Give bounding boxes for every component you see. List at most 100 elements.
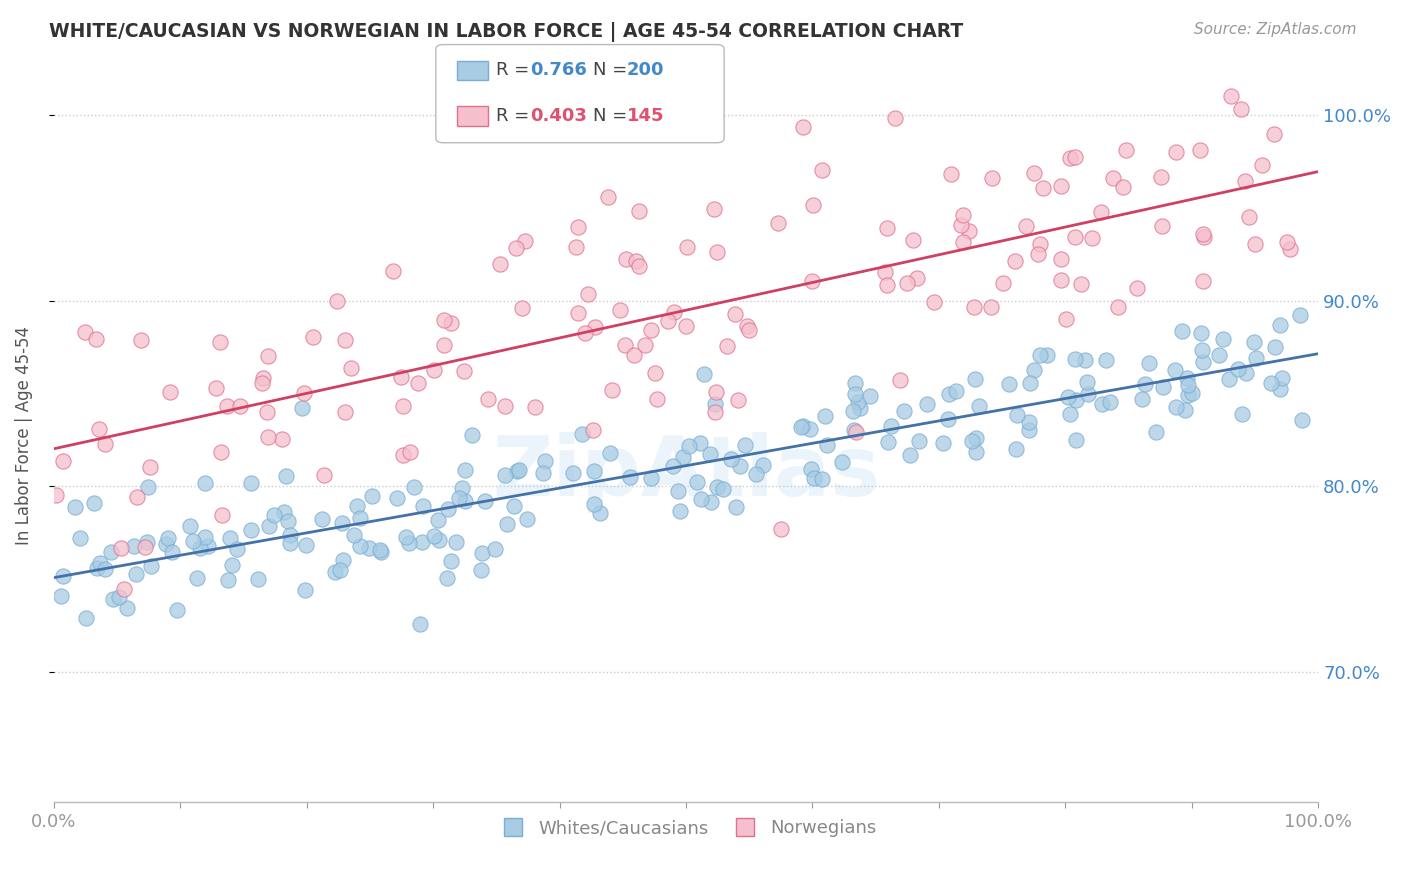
Point [900, 448, 922, 462]
Point [1243, 335, 1265, 350]
Point [246, 572, 269, 586]
Point [453, 364, 475, 378]
Point [506, 463, 529, 477]
Point [1220, 89, 1243, 103]
Point [1032, 180, 1054, 194]
Point [1152, 219, 1174, 234]
Point [845, 425, 868, 439]
Point [194, 530, 217, 544]
Point [799, 421, 821, 435]
Point [713, 482, 735, 496]
Point [240, 476, 263, 491]
Point [311, 512, 333, 526]
Point [734, 438, 756, 452]
Point [263, 508, 285, 523]
Point [368, 543, 391, 558]
Point [938, 387, 960, 401]
Point [1212, 332, 1234, 346]
Point [1064, 393, 1087, 408]
Point [689, 436, 711, 450]
Point [205, 380, 228, 394]
Point [340, 360, 363, 375]
Point [423, 529, 446, 543]
Point [1192, 227, 1215, 241]
Point [312, 468, 335, 483]
Point [240, 523, 263, 537]
Point [582, 423, 605, 437]
Point [433, 313, 456, 327]
Point [1022, 363, 1045, 377]
Point [931, 435, 953, 450]
Point [960, 434, 983, 448]
Point [561, 467, 583, 481]
Point [1275, 235, 1298, 250]
Point [1234, 366, 1257, 380]
Point [524, 400, 547, 414]
Point [409, 616, 432, 631]
Point [412, 499, 434, 513]
Point [1059, 151, 1081, 165]
Point [669, 503, 692, 517]
Point [494, 467, 516, 482]
Point [675, 318, 697, 333]
Point [1115, 143, 1137, 157]
Point [703, 405, 725, 419]
Point [716, 339, 738, 353]
Point [1144, 425, 1167, 439]
Point [873, 265, 896, 279]
Point [614, 252, 637, 266]
Point [125, 566, 148, 581]
Point [502, 499, 524, 513]
Point [1126, 281, 1149, 295]
Point [186, 571, 208, 585]
Point [127, 490, 149, 504]
Point [957, 224, 980, 238]
Point [134, 540, 156, 554]
Point [876, 278, 898, 293]
Point [389, 370, 412, 384]
Point [690, 491, 713, 506]
Point [644, 367, 666, 381]
Point [1260, 376, 1282, 390]
Point [1152, 380, 1174, 394]
Point [766, 216, 789, 230]
Legend: Whites/Caucasians, Norwegians: Whites/Caucasians, Norwegians [488, 812, 884, 845]
Point [1095, 353, 1118, 368]
Point [849, 401, 872, 416]
Point [803, 470, 825, 484]
Text: Source: ZipAtlas.com: Source: ZipAtlas.com [1194, 22, 1357, 37]
Point [703, 397, 725, 411]
Point [89, 556, 111, 570]
Point [219, 531, 242, 545]
Point [571, 426, 593, 441]
Point [474, 494, 496, 508]
Point [1081, 231, 1104, 245]
Text: 0.766: 0.766 [530, 62, 586, 79]
Point [583, 319, 606, 334]
Point [427, 513, 450, 527]
Point [991, 276, 1014, 290]
Point [221, 558, 243, 573]
Point [706, 481, 728, 495]
Point [671, 450, 693, 464]
Point [844, 376, 866, 390]
Point [361, 489, 384, 503]
Point [112, 582, 135, 596]
Point [965, 431, 987, 445]
Point [94, 562, 117, 576]
Point [678, 439, 700, 453]
Point [1271, 370, 1294, 384]
Point [980, 300, 1002, 314]
Point [752, 458, 775, 473]
Point [813, 409, 835, 423]
Point [1004, 254, 1026, 268]
Point [208, 334, 231, 349]
Point [965, 445, 987, 459]
Point [700, 494, 723, 508]
Point [889, 373, 911, 387]
Point [323, 566, 346, 580]
Point [277, 514, 299, 528]
Point [117, 600, 139, 615]
Point [87, 422, 110, 436]
Point [1250, 158, 1272, 172]
